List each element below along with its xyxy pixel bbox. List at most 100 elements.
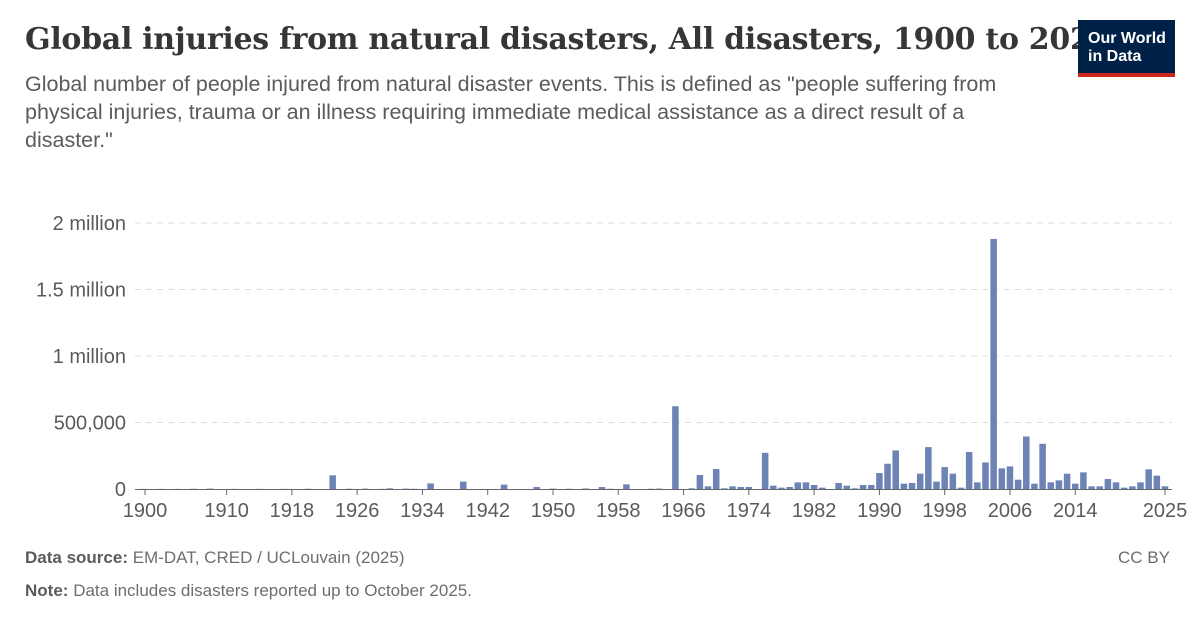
bar: [729, 486, 736, 489]
note-text: Data includes disasters reported up to O…: [73, 581, 472, 600]
y-tick-label: 1 million: [53, 346, 126, 368]
bar: [933, 481, 940, 489]
bar: [965, 452, 973, 489]
bar: [851, 488, 859, 489]
bar: [696, 475, 704, 489]
x-tick-label: 2025: [1143, 500, 1188, 522]
x-tick-label: 1918: [270, 500, 315, 522]
bar: [900, 483, 908, 489]
bar: [402, 488, 410, 490]
bar: [623, 484, 630, 489]
bar: [1120, 487, 1128, 489]
bars: [141, 238, 1169, 490]
bar: [304, 488, 312, 490]
bar: [655, 488, 663, 490]
bar: [916, 473, 924, 489]
x-tick-label: 2014: [1053, 500, 1098, 522]
chart-note: Note: Data includes disasters reported u…: [25, 581, 472, 601]
bar: [876, 473, 883, 489]
bar: [721, 488, 728, 489]
bar: [794, 482, 802, 489]
x-tick-label: 1998: [922, 500, 967, 522]
bar: [974, 482, 981, 489]
bar: [786, 487, 793, 489]
source-text: EM-DAT, CRED / UCLouvain (2025): [132, 548, 405, 567]
x-tick-label: 1926: [335, 500, 380, 522]
logo-line-2: in Data: [1088, 48, 1142, 65]
x-tick-label: 1982: [792, 500, 837, 522]
bar: [770, 485, 777, 489]
bar: [345, 488, 353, 490]
bar: [859, 485, 867, 489]
bar: [688, 488, 695, 489]
source-label: Data source:: [25, 548, 128, 567]
grid-lines: [135, 222, 1172, 423]
chart-subtitle: Global number of people injured from nat…: [25, 72, 997, 152]
x-tick-label: 1974: [727, 500, 772, 522]
chart-title: Global injuries from natural disasters, …: [25, 22, 1112, 57]
bar: [1039, 443, 1046, 489]
bar: [745, 487, 753, 489]
y-tick-label: 1.5 million: [36, 280, 126, 302]
bar: [1055, 480, 1063, 489]
bar: [647, 488, 655, 490]
y-tick-label: 2 million: [53, 213, 126, 235]
x-axis: 1900 1910 1918 1926 1934 1942 1950 1958 1966 1974…: [123, 489, 1188, 522]
bar: [712, 469, 720, 489]
bar: [941, 467, 948, 489]
x-tick-label: 1966: [661, 500, 706, 522]
bar: [582, 488, 589, 489]
y-tick-label: 500,000: [54, 413, 126, 435]
bar: [884, 463, 891, 489]
bar: [1006, 466, 1014, 489]
bar: [566, 488, 573, 490]
x-tick-label: 1900: [123, 500, 168, 522]
x-tick-label: 1958: [596, 500, 641, 522]
y-tick-label: 0: [115, 479, 126, 501]
license-link[interactable]: CC BY: [1118, 548, 1170, 567]
logo-line-1: Our World: [1088, 30, 1166, 47]
bar: [1145, 469, 1152, 489]
x-tick-label: 1910: [204, 500, 249, 522]
bar: [1104, 479, 1112, 489]
bar: [411, 488, 418, 490]
bar: [957, 487, 965, 489]
bar: [802, 482, 810, 489]
bar: [892, 450, 899, 489]
bar: [207, 488, 214, 490]
bar: [549, 488, 557, 490]
owid-logo[interactable]: Our World in Data: [1078, 20, 1175, 77]
bar: [459, 481, 467, 489]
data-source: Data source: EM-DAT, CRED / UCLouvain (2…: [25, 548, 405, 568]
bar: [1153, 475, 1161, 489]
bar: [998, 468, 1006, 489]
bar: [778, 487, 785, 489]
bar: [704, 486, 712, 489]
x-tick-label: 2006: [988, 500, 1033, 522]
bar: [908, 483, 916, 489]
bar: [1161, 486, 1169, 489]
bar: [867, 485, 875, 489]
bar: [1112, 482, 1120, 489]
bar: [835, 483, 842, 489]
bar: [500, 484, 508, 489]
bar: [606, 488, 614, 490]
bar: [761, 452, 769, 489]
bar: [1080, 472, 1087, 489]
x-tick-label: 1950: [531, 500, 576, 522]
bar: [427, 483, 434, 489]
bar: [843, 485, 851, 489]
bar: [598, 487, 606, 489]
bar: [1063, 473, 1071, 489]
bar: [1096, 486, 1103, 489]
bar: [1014, 479, 1022, 489]
x-tick-label: 1990: [857, 500, 902, 522]
bar: [982, 462, 989, 489]
bar: [386, 488, 394, 489]
bar: [1031, 483, 1038, 489]
bar: [329, 475, 336, 489]
bar: [1137, 482, 1144, 489]
bar: [1088, 486, 1095, 489]
x-tick-label: 1942: [465, 500, 510, 522]
